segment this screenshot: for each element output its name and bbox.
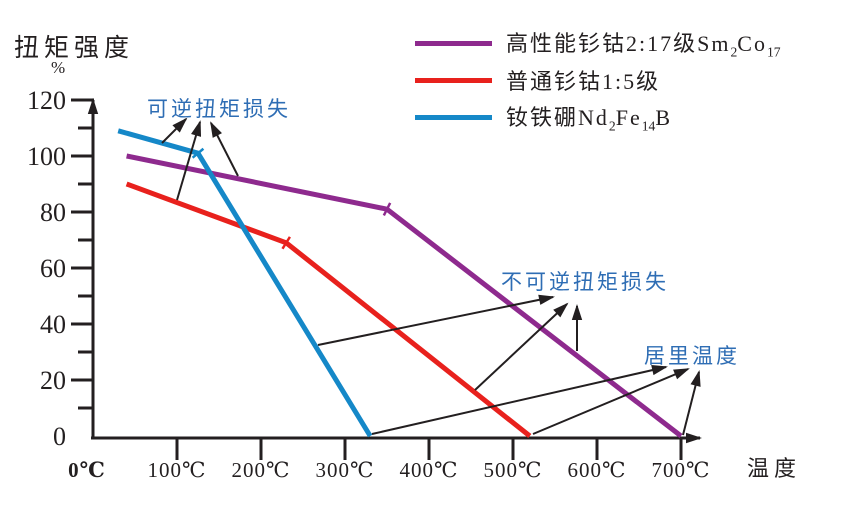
legend-swatch-smco5 — [415, 77, 492, 83]
x-axis-tick-label: 200℃ — [232, 458, 291, 482]
x-axis-tick-label: 300℃ — [316, 458, 375, 482]
annotation-arrow-reversible-loss — [210, 121, 239, 177]
series-lines — [117, 128, 683, 438]
x-axis-tick-label: 500℃ — [484, 458, 543, 482]
annotation-arrow-curie-temperature — [371, 365, 668, 435]
annotation-label-irreversible-loss: 不可逆扭矩损失 — [501, 270, 669, 294]
y-axis-tick-label: 20 — [40, 366, 66, 395]
legend-label-ndfeb: 钕铁硼Nd2Fe14B — [506, 104, 673, 134]
axes: 120 100 80 60 40 20 00℃ 100℃ 200℃ 300℃ 400℃ 500℃ 600… — [27, 86, 711, 482]
annotation-arrow-reversible-loss — [161, 117, 188, 144]
y-axis-tick-label: 120 — [27, 86, 66, 115]
curve-tick-mark-sm2co17 — [382, 202, 392, 217]
y-axis-title: 扭矩强度 — [14, 35, 135, 62]
series-line-smco5 — [125, 181, 532, 438]
x-axis-tick-label: 100℃ — [148, 458, 207, 482]
y-axis-tick-label: 0 — [53, 422, 66, 451]
legend-label-smco5: 普通钐钴1:5级 — [506, 69, 661, 94]
legend-item-ndfeb: 钕铁硼Nd2Fe14B — [415, 105, 781, 133]
legend-label-sm2co17: 高性能钐钴2:17级Sm2Co17 — [506, 30, 781, 60]
annotation-arrow-irreversible-loss — [317, 294, 555, 346]
x-axis-tick-label: 700℃ — [652, 458, 711, 482]
curve-tick-mark-ndfeb — [191, 147, 205, 159]
legend: 高性能钐钴2:17级Sm2Co17 普通钐钴1:5级钕铁硼Nd2Fe14B — [415, 31, 781, 133]
annotation-arrow-reversible-loss — [176, 120, 202, 201]
y-axis-unit: % — [51, 58, 66, 77]
curve-tick-mark-smco5 — [281, 236, 291, 250]
annotation-label-curie-temperature: 居里温度 — [644, 344, 740, 368]
x-axis-tick-label: 400℃ — [400, 458, 459, 482]
legend-swatch-sm2co17 — [415, 40, 492, 46]
y-axis-tick-label: 60 — [40, 254, 66, 283]
x-axis-unit: 温度 — [747, 456, 802, 481]
annotation-arrow-curie-temperature — [682, 370, 701, 436]
series-line-sm2co17 — [126, 153, 683, 438]
annotation-arrows — [161, 117, 701, 436]
x-axis-tick-label: 600℃ — [568, 458, 627, 482]
annotation-arrow-curie-temperature — [532, 368, 690, 435]
annotation-label-reversible-loss: 可逆扭矩损失 — [147, 97, 291, 121]
y-axis-tick-label: 40 — [40, 310, 66, 339]
series-line-ndfeb — [117, 128, 373, 438]
legend-item-sm2co17: 高性能钐钴2:17级Sm2Co17 — [415, 31, 781, 59]
legend-swatch-ndfeb — [415, 114, 492, 120]
annotation-arrow-irreversible-loss — [474, 302, 569, 391]
x-axis-tick-label: 0℃ — [68, 458, 106, 482]
y-axis-tick-label: 80 — [40, 198, 66, 227]
legend-item-smco5: 普通钐钴1:5级 — [415, 68, 781, 94]
y-axis-tick-label: 100 — [27, 142, 66, 171]
